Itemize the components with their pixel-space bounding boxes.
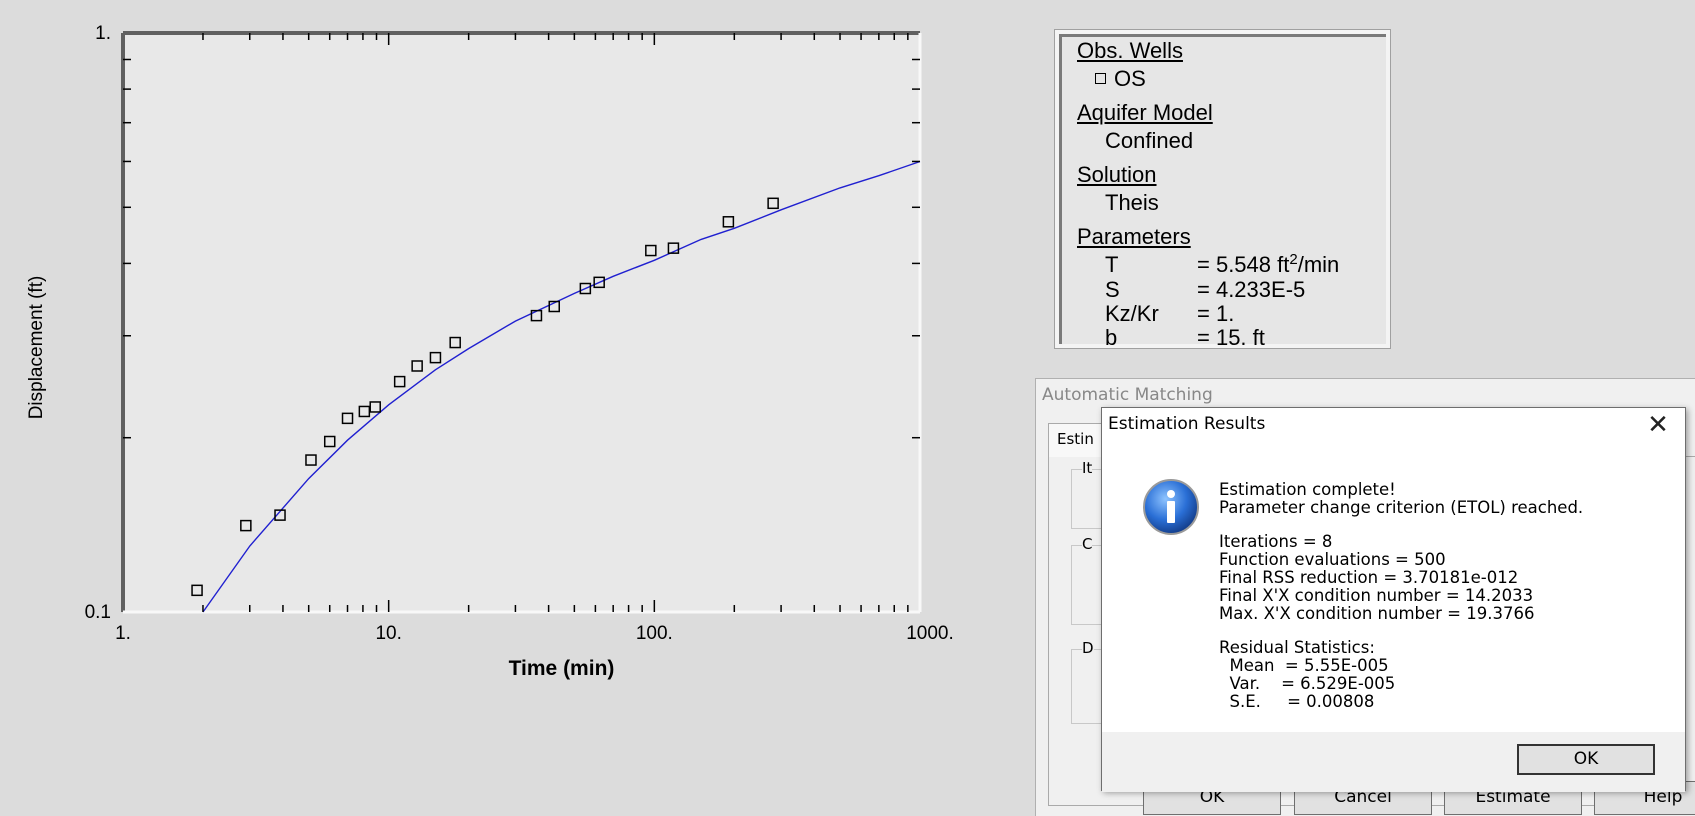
param-t: T = 5.548 ft2/min xyxy=(1105,252,1339,278)
param-b-key: b xyxy=(1105,325,1118,350)
msg-rss: Final RSS reduction = 3.70181e-012 xyxy=(1219,568,1519,587)
y-tick-label: 1. xyxy=(95,23,111,44)
data-point xyxy=(358,405,371,418)
solution-value: Theis xyxy=(1105,190,1159,215)
data-point xyxy=(667,242,680,254)
tab-estimation[interactable]: Estin xyxy=(1048,423,1108,457)
param-t-suffix: /min xyxy=(1297,252,1340,277)
param-s-value: = 4.233E-5 xyxy=(1197,277,1306,302)
msg-cond: Final X'X condition number = 14.2033 xyxy=(1219,586,1534,605)
dialog-titlebar: Estimation Results ✕ xyxy=(1102,408,1685,442)
data-point xyxy=(305,454,317,466)
parameters-heading: Parameters xyxy=(1077,224,1191,249)
data-point xyxy=(323,435,336,448)
data-point xyxy=(411,360,423,372)
plot-area: 1. 10. 100. 1000.0.11.Time (min)Displacemen… xyxy=(26,23,954,680)
dialog-footer: OK xyxy=(1102,732,1685,792)
data-point xyxy=(548,300,560,313)
solution-heading: Solution xyxy=(1077,162,1157,187)
param-t-value: = 5.548 ft xyxy=(1197,252,1290,277)
msg-function-evals: Function evaluations = 500 xyxy=(1219,550,1446,569)
data-point xyxy=(393,375,406,388)
x-tick-label: 10. xyxy=(375,623,401,644)
data-point xyxy=(767,197,779,210)
x-tick-label: 100. xyxy=(636,623,673,644)
aquifer-heading: Aquifer Model xyxy=(1077,100,1213,125)
dialog-title: Estimation Results xyxy=(1108,414,1266,434)
msg-se: S.E. = 0.00808 xyxy=(1219,692,1375,711)
param-kzkr: Kz/Kr = 1. xyxy=(1105,301,1234,327)
estimation-results-dialog: Estimation Results ✕ Estimation complete… xyxy=(1101,407,1686,792)
well-legend-item: OS xyxy=(1095,66,1146,92)
info-icon xyxy=(1143,479,1199,535)
aquifer-value: Confined xyxy=(1105,128,1194,153)
group-c-label: C xyxy=(1082,535,1093,553)
data-point xyxy=(722,216,735,228)
y-axis-title: Displacement (ft) xyxy=(26,276,47,420)
ok-button[interactable]: OK xyxy=(1517,744,1655,775)
square-marker-icon xyxy=(1095,73,1106,84)
msg-max-cond: Max. X'X condition number = 19.3766 xyxy=(1219,604,1535,623)
param-b: b = 15. ft xyxy=(1105,325,1265,351)
well-name: OS xyxy=(1114,66,1146,91)
x-axis-title: Time (min) xyxy=(509,657,615,680)
x-tick-label: 1. xyxy=(115,623,131,644)
msg-line1: Estimation complete! xyxy=(1219,480,1396,499)
group-iterations-label: It xyxy=(1082,459,1093,477)
msg-mean: Mean = 5.55E-005 xyxy=(1219,656,1389,675)
close-icon[interactable]: ✕ xyxy=(1647,410,1669,440)
data-point xyxy=(645,244,657,257)
automatic-matching-title: Automatic Matching xyxy=(1042,385,1213,405)
data-point xyxy=(369,401,381,413)
param-t-key: T xyxy=(1105,252,1119,277)
data-point xyxy=(191,584,203,597)
param-b-value: = 15. ft xyxy=(1197,325,1265,350)
group-d-label: D xyxy=(1082,639,1094,657)
msg-iterations: Iterations = 8 xyxy=(1219,532,1333,551)
data-point xyxy=(593,276,605,289)
param-kzkr-value: = 1. xyxy=(1197,301,1235,326)
msg-var: Var. = 6.529E-005 xyxy=(1219,674,1396,693)
data-point xyxy=(530,309,543,322)
data-point xyxy=(429,351,442,364)
y-tick-label: 0.1 xyxy=(85,602,111,623)
msg-residual-heading: Residual Statistics: xyxy=(1219,638,1375,657)
data-point xyxy=(579,282,592,295)
data-point xyxy=(449,336,461,349)
obs-wells-heading: Obs. Wells xyxy=(1077,38,1183,63)
plot-background xyxy=(123,33,920,612)
data-point xyxy=(341,412,354,425)
param-s: S = 4.233E-5 xyxy=(1105,277,1305,303)
param-kzkr-key: Kz/Kr xyxy=(1105,301,1159,326)
data-point xyxy=(240,519,252,532)
legend-panel: Obs. Wells OS Aquifer Model Confined Sol… xyxy=(1054,29,1391,351)
param-t-sup: 2 xyxy=(1289,251,1298,268)
dialog-body: Estimation complete! Parameter change cr… xyxy=(1102,442,1685,732)
msg-line2: Parameter change criterion (ETOL) reache… xyxy=(1219,498,1584,517)
data-point xyxy=(274,509,286,521)
x-tick-label: 1000. xyxy=(906,623,954,644)
theis-fit-curve xyxy=(202,160,921,613)
param-s-key: S xyxy=(1105,277,1120,302)
